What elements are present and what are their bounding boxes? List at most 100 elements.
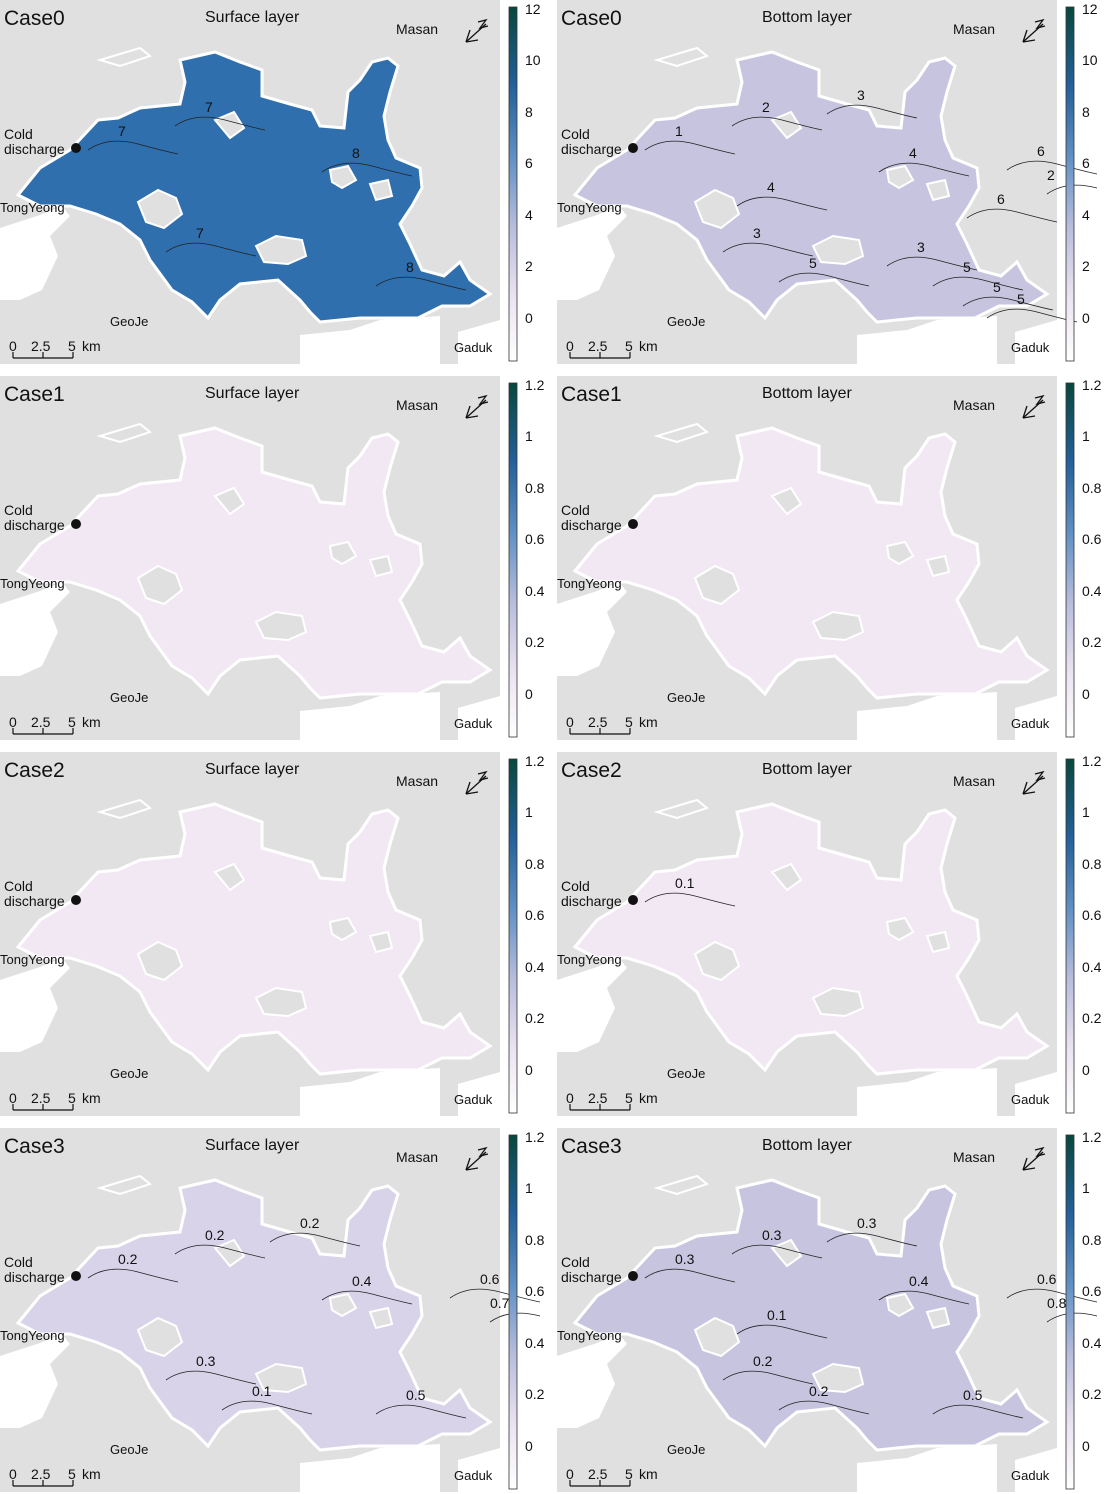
scale-label-km: km xyxy=(82,338,101,354)
colorbar-tick-label: 1 xyxy=(1082,428,1090,444)
island xyxy=(693,564,741,606)
scale-label-0: 0 xyxy=(566,1466,574,1482)
island xyxy=(96,798,153,820)
place-masan: Masan xyxy=(396,773,439,789)
colorbar-tick-label: 0.2 xyxy=(525,634,545,650)
colorbar-tick-label: 0.6 xyxy=(525,1283,545,1299)
island xyxy=(136,188,184,230)
island xyxy=(96,422,153,444)
island xyxy=(254,1362,308,1394)
scale-label-0: 0 xyxy=(9,338,17,354)
place-tongyeong: TongYeong xyxy=(557,952,622,967)
colorbar-tick-label: 0 xyxy=(1082,1062,1090,1078)
island xyxy=(136,1316,184,1358)
layer-label: Surface layer xyxy=(205,385,300,402)
contour-label: 0.1 xyxy=(252,1383,272,1399)
place-masan: Masan xyxy=(953,773,996,789)
scale-label-5: 5 xyxy=(68,338,76,354)
cold-discharge-marker xyxy=(71,1271,81,1281)
contour-layer: 0.2 0.2 0.3 0.4 0.5 0.6 0.7 0.2 0.1 xyxy=(87,1215,540,1419)
island xyxy=(770,110,803,140)
scale-label-5: 5 xyxy=(625,714,633,730)
colorbar xyxy=(508,382,518,738)
outer-sea-south xyxy=(857,1068,997,1116)
contour-line xyxy=(878,162,970,177)
colorbar-tick-label: 1.2 xyxy=(1082,1129,1102,1145)
colorbar-tick-label: 1.2 xyxy=(1082,753,1102,769)
north-arrow-icon xyxy=(1022,394,1046,419)
cold-discharge-marker xyxy=(628,895,638,905)
island xyxy=(885,916,915,942)
island xyxy=(653,798,710,820)
scale-label-2-5: 2.5 xyxy=(588,338,608,354)
place-masan: Masan xyxy=(953,397,996,413)
place-geoje: GeoJe xyxy=(667,690,706,705)
scale-label-km: km xyxy=(639,1090,658,1106)
outer-sea-south xyxy=(300,692,440,740)
colorbar xyxy=(508,6,518,362)
island xyxy=(328,916,358,942)
cold-discharge-marker xyxy=(71,519,81,529)
contour-label: 0.6 xyxy=(480,1271,500,1287)
colorbar-tick-label: 0.8 xyxy=(525,480,545,496)
island xyxy=(368,554,394,578)
island xyxy=(368,178,394,202)
water-body xyxy=(572,1178,1050,1452)
map-panel-4: Case1 Bottom layer Masan Cold discharge T… xyxy=(557,376,1101,740)
place-tongyeong: TongYeong xyxy=(0,576,65,591)
place-gaduk: Gaduk xyxy=(1011,716,1050,731)
contour-label: 0.7 xyxy=(490,1295,510,1311)
north-arrow-icon xyxy=(465,394,489,419)
contour-line xyxy=(731,1244,823,1259)
contour-line xyxy=(778,1400,870,1415)
map-panel-6: 0.1 Case2 Bottom layer Masan Cold disc xyxy=(557,752,1101,1116)
scale-label-2-5: 2.5 xyxy=(31,1466,51,1482)
place-tongyeong: TongYeong xyxy=(0,200,65,215)
cold-discharge-marker xyxy=(628,143,638,153)
contour-line xyxy=(489,1312,540,1323)
map-panel-8: 0.3 0.3 0.2 0.4 0.5 0.6 0.8 0.3 0.2 0.1 Case3 Bot… xyxy=(557,1128,1101,1492)
island xyxy=(770,1238,803,1268)
contour-line xyxy=(826,1232,918,1247)
cold-discharge-marker xyxy=(628,519,638,529)
contour-label: 0.5 xyxy=(406,1387,426,1403)
colorbar xyxy=(508,1134,518,1490)
scale-label-2-5: 2.5 xyxy=(588,1466,608,1482)
scale-label-5: 5 xyxy=(68,714,76,730)
colorbar-tick-label: 0 xyxy=(1082,310,1090,326)
contour-label: 6 xyxy=(1037,143,1045,159)
outer-sea-south xyxy=(857,316,997,364)
colorbar-tick-label: 0.2 xyxy=(1082,1386,1102,1402)
outer-sea xyxy=(557,1334,627,1428)
contour-line xyxy=(174,1244,266,1259)
contour-layer: 0.3 0.3 0.2 0.4 0.5 0.6 0.8 0.3 0.2 0.1 xyxy=(644,1215,1097,1419)
contour-label: 0.4 xyxy=(909,1273,929,1289)
place-geoje: GeoJe xyxy=(110,314,149,329)
scale-label-5: 5 xyxy=(625,1090,633,1106)
contour-label: 7 xyxy=(196,225,204,241)
contour-label: 0.2 xyxy=(205,1227,225,1243)
place-gaduk: Gaduk xyxy=(454,1092,493,1107)
island xyxy=(693,188,741,230)
contour-layer: 7 7 7 8 8 xyxy=(87,99,467,291)
island xyxy=(368,930,394,954)
scale-label-km: km xyxy=(639,1466,658,1482)
colorbar-tick-label: 0 xyxy=(525,310,533,326)
colorbar-tick-label: 8 xyxy=(525,104,533,120)
map-svg xyxy=(0,752,518,1116)
colorbar-tick-label: 0.2 xyxy=(525,1010,545,1026)
island xyxy=(653,46,710,68)
layer-label: Surface layer xyxy=(205,1137,300,1154)
place-cold-discharge: Cold discharge xyxy=(561,502,622,533)
water-body xyxy=(15,426,493,700)
contour-label: 2 xyxy=(762,99,770,115)
colorbar-tick-label: 0.6 xyxy=(1082,1283,1102,1299)
place-cold-discharge: Cold discharge xyxy=(4,1254,65,1285)
scale-label-2-5: 2.5 xyxy=(31,338,51,354)
island xyxy=(213,110,246,140)
island xyxy=(693,940,741,982)
colorbar-tick-label: 10 xyxy=(525,52,541,68)
island xyxy=(811,1362,865,1394)
scale-label-2-5: 2.5 xyxy=(588,714,608,730)
